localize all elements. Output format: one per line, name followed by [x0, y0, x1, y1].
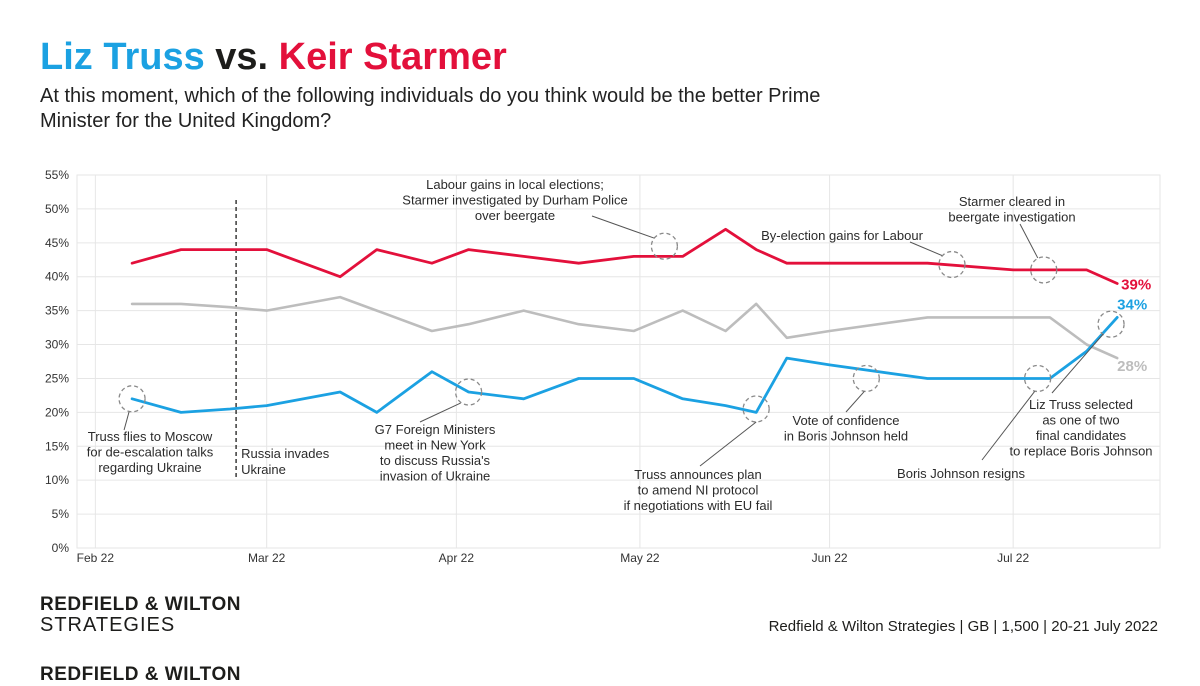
annotation-marker-confidence-vote — [852, 364, 880, 393]
event-label-russia: Russia invades Ukraine — [241, 446, 330, 477]
title-starmer: Keir Starmer — [278, 36, 507, 78]
annotation-text-moscow-line: for de-escalation talks — [87, 445, 214, 460]
x-tick-label: Apr 22 — [439, 551, 475, 565]
title-truss: Liz Truss — [40, 36, 205, 78]
y-tick-label: 55% — [45, 168, 69, 182]
annotation-text-final-candidates-line: final candidates — [1036, 428, 1127, 443]
x-tick-label: Jun 22 — [812, 551, 848, 565]
chart-title: Liz Truss vs. Keir Starmer — [40, 38, 507, 76]
y-tick-label: 50% — [45, 202, 69, 216]
y-tick-label: 10% — [45, 473, 69, 487]
annotation-text-ni-protocol-line: to amend NI protocol — [638, 483, 759, 498]
annotation-leader-confidence-vote — [845, 391, 865, 413]
annotation-text-by-election: By-election gains for Labour — [761, 228, 924, 243]
end-label-starmer: 39% — [1121, 277, 1151, 294]
chart-subtitle: At this moment, which of the following i… — [40, 85, 821, 132]
annotation-leader-beergate-cleared — [1019, 223, 1039, 259]
annotation-text-beergate-cleared: Starmer cleared in beergate investigation — [948, 194, 1075, 225]
annotation-marker-g7 — [454, 378, 483, 406]
annotation-text-confidence-vote: Vote of confidence in Boris Johnson held — [784, 413, 908, 444]
brand-subname: STRATEGIES — [40, 614, 176, 636]
cut-off-text: REDFIELD & WILTON — [40, 664, 241, 685]
y-tick-label: 30% — [45, 338, 69, 352]
annotation-text-g7-line: invasion of Ukraine — [380, 469, 491, 484]
y-tick-label: 40% — [45, 270, 69, 284]
y-tick-label: 20% — [45, 405, 69, 419]
annotation-leader-by-election — [909, 241, 943, 256]
annotation-marker-final-candidates — [1097, 310, 1125, 338]
annotation-marker-johnson-resigns — [1023, 364, 1052, 393]
annotation-text-moscow-line: Truss flies to Moscow — [88, 429, 213, 444]
annotation-text-by-election-line: By-election gains for Labour — [761, 228, 924, 243]
annotation-text-g7-line: to discuss Russia's — [380, 453, 491, 468]
brand-name: REDFIELD & WILTON — [40, 594, 241, 615]
title-vs: vs. — [215, 36, 269, 78]
annotation-text-g7: G7 Foreign Ministers meet in New York to d… — [375, 422, 496, 484]
annotation-leader-ni-protocol — [699, 421, 757, 467]
annotation-marker-ni-protocol — [742, 395, 770, 423]
annotation-text-moscow: Truss flies to Moscow for de-escalation t… — [87, 429, 214, 475]
y-tick-label: 0% — [52, 541, 70, 555]
end-label-truss: 34% — [1117, 296, 1147, 313]
annotation-leader-johnson-resigns — [981, 391, 1036, 461]
annotation-marker-by-election — [938, 250, 966, 279]
plot-frame — [76, 174, 1161, 549]
annotation-text-final-candidates-line: Liz Truss selected — [1029, 397, 1133, 412]
annotation-text-johnson-resigns-line: Boris Johnson resigns — [897, 466, 1025, 481]
annotation-marker-beergate-cleared — [1030, 256, 1058, 284]
annotation-text-final-candidates: Liz Truss selected as one of two final can… — [1009, 397, 1152, 459]
dont-know-line — [130, 295, 1119, 360]
annotation-leader-g7 — [419, 402, 461, 423]
annotation-text-ni-protocol-line: Truss announces plan — [634, 467, 761, 482]
y-tick-label: 35% — [45, 304, 69, 318]
starmer-line — [130, 227, 1119, 285]
x-tick-label: Feb 22 — [77, 551, 115, 565]
y-tick-label: 45% — [45, 236, 69, 250]
annotation-leader-local-elections — [591, 215, 655, 239]
annotation-text-confidence-vote-line: Vote of confidence — [793, 413, 900, 428]
annotation-text-local-elections-line: over beergate — [475, 208, 555, 223]
x-tick-label: Mar 22 — [248, 551, 286, 565]
annotation-text-johnson-resigns: Boris Johnson resigns — [897, 466, 1025, 481]
annotation-leader-moscow — [123, 411, 130, 431]
end-label-other: 28% — [1117, 358, 1147, 375]
x-tick-label: Jul 22 — [997, 551, 1029, 565]
annotation-text-g7-line: meet in New York — [384, 438, 486, 453]
y-tick-label: 5% — [52, 507, 70, 521]
annotation-text-beergate-cleared-line: Starmer cleared in — [959, 194, 1065, 209]
source-note: Redfield & Wilton Strategies | GB | 1,50… — [768, 618, 1158, 635]
annotation-text-final-candidates-line: as one of two — [1042, 413, 1119, 428]
event-label-russia-line: Ukraine — [241, 462, 286, 477]
annotation-text-local-elections-line: Starmer investigated by Durham Police — [402, 193, 627, 208]
annotation-text-local-elections: Labour gains in local elections; Starmer … — [402, 177, 627, 223]
annotation-text-moscow-line: regarding Ukraine — [98, 460, 201, 475]
y-tick-label: 15% — [45, 439, 69, 453]
annotation-text-beergate-cleared-line: beergate investigation — [948, 210, 1075, 225]
annotation-text-ni-protocol-line: if negotiations with EU fail — [624, 498, 773, 513]
brand-logo: REDFIELD & WILTON STRATEGIES — [40, 594, 241, 636]
annotation-text-final-candidates-line: to replace Boris Johnson — [1009, 444, 1152, 459]
annotation-text-local-elections-line: Labour gains in local elections; — [426, 177, 604, 192]
truss-line — [130, 315, 1119, 414]
annotation-leader-final-candidates — [1051, 333, 1104, 394]
annotation-text-confidence-vote-line: in Boris Johnson held — [784, 429, 908, 444]
annotation-text-g7-line: G7 Foreign Ministers — [375, 422, 496, 437]
annotation-marker-moscow — [118, 385, 146, 413]
y-tick-label: 25% — [45, 371, 69, 385]
x-tick-label: May 22 — [620, 551, 660, 565]
annotation-text-ni-protocol: Truss announces plan to amend NI protocol… — [624, 467, 773, 513]
event-label-russia-line: Russia invades — [241, 446, 330, 461]
line-chart: 0% 5% 10% 15% 20% 25% 30% 35% 40% 45% 50% 55% Feb 22… — [45, 168, 1161, 565]
